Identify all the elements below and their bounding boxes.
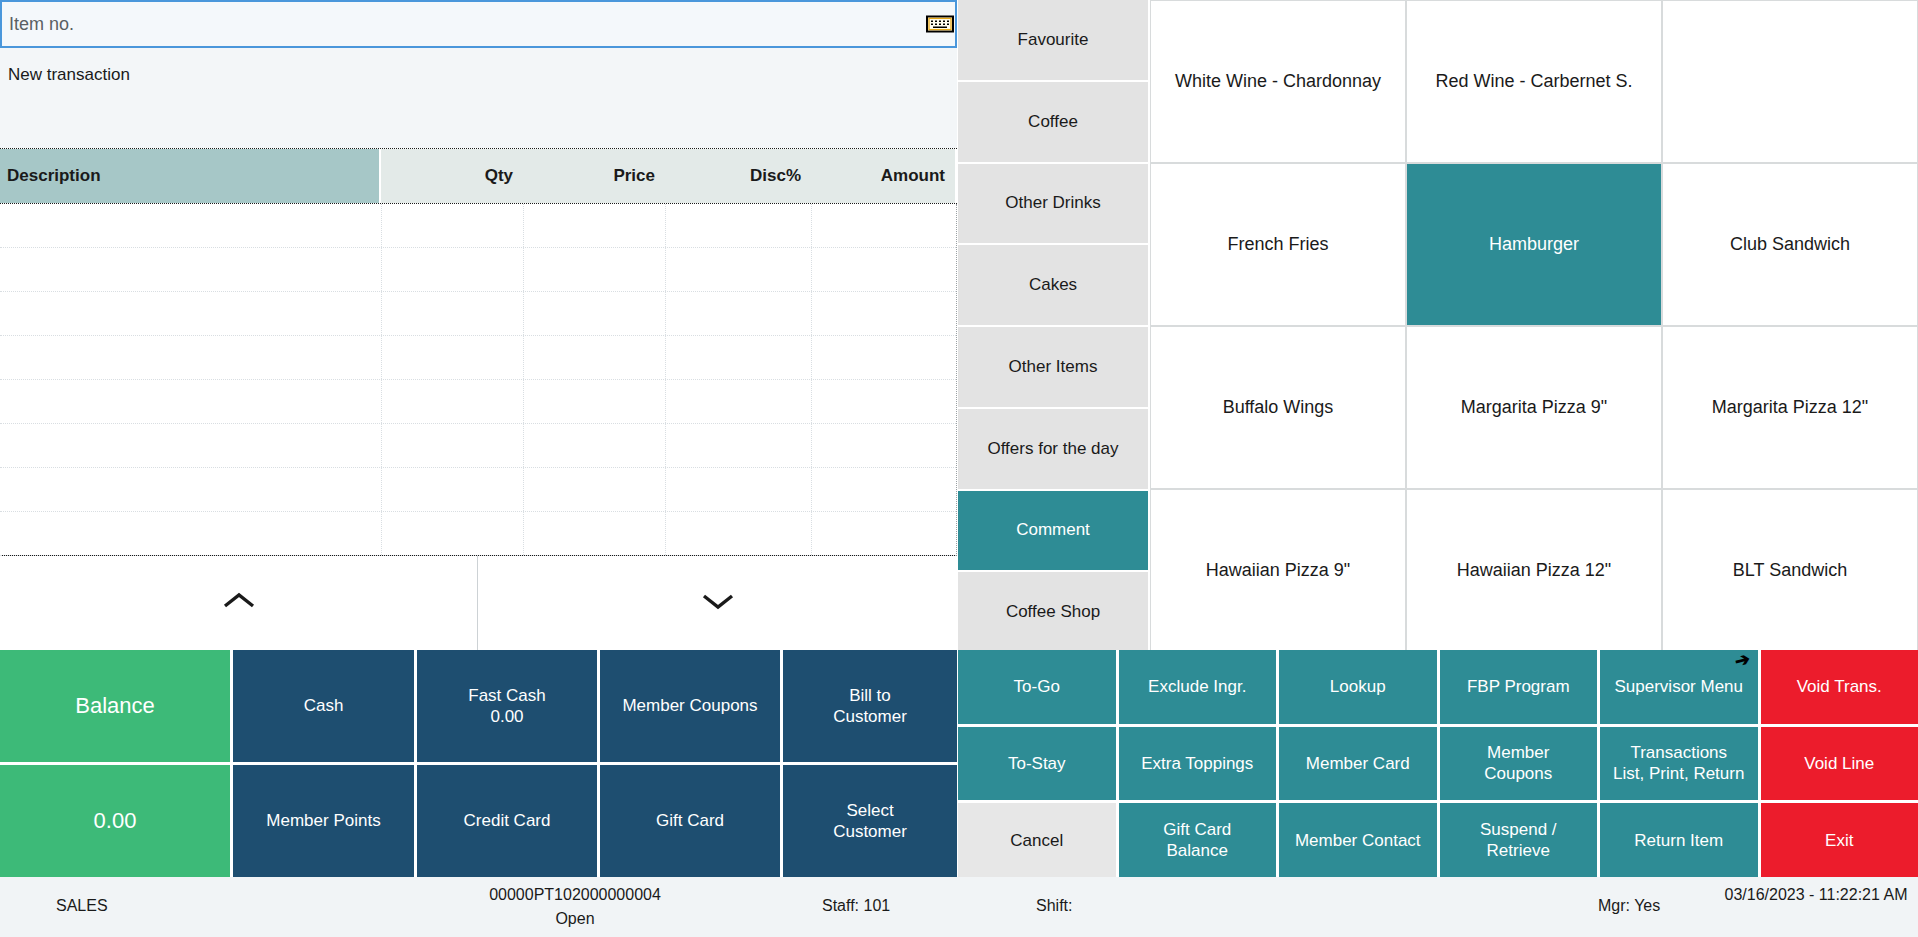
column-header-description: Description	[0, 149, 381, 203]
category-sidebar: Favourite Coffee Other Drinks Cakes Othe…	[958, 0, 1148, 652]
item-no-input[interactable]	[0, 0, 957, 48]
table-column-divider	[523, 204, 524, 555]
gift-card-button[interactable]: Gift Card	[600, 765, 780, 877]
receipt-row	[0, 248, 956, 292]
transaction-id: 00000PT102000000004	[430, 883, 720, 907]
category-cakes[interactable]: Cakes	[958, 245, 1148, 325]
product-empty-cell	[1663, 1, 1917, 162]
supervisor-menu-button[interactable]: Supervisor Menu ➔	[1600, 650, 1758, 724]
product-hawaiian-pizza-9[interactable]: Hawaiian Pizza 9"	[1151, 490, 1405, 651]
extra-toppings-button[interactable]: Extra Toppings	[1119, 727, 1277, 801]
receipt-table-header: Description Qty Price Disc% Amount	[0, 148, 957, 204]
product-margarita-pizza-12[interactable]: Margarita Pizza 12"	[1663, 327, 1917, 488]
product-buffalo-wings[interactable]: Buffalo Wings	[1151, 327, 1405, 488]
member-coupons-fn-button[interactable]: Member Coupons	[1440, 727, 1598, 801]
fast-cash-label: Fast Cash	[468, 685, 545, 706]
fbp-program-button[interactable]: FBP Program	[1440, 650, 1598, 724]
credit-card-button[interactable]: Credit Card	[417, 765, 597, 877]
product-club-sandwich[interactable]: Club Sandwich	[1663, 164, 1917, 325]
receipt-row	[0, 424, 956, 468]
chevron-up-icon	[221, 591, 257, 615]
receipt-row	[0, 336, 956, 380]
status-bar: SALES 00000PT102000000004 Open Staff: 10…	[0, 877, 1918, 937]
status-manager: Mgr: Yes	[1598, 897, 1660, 915]
transactions-list-button[interactable]: Transactions List, Print, Return	[1600, 727, 1758, 801]
category-coffee-shop[interactable]: Coffee Shop	[958, 572, 1148, 652]
balance-value: 0.00	[0, 765, 230, 877]
category-other-items[interactable]: Other Items	[958, 327, 1148, 407]
void-trans-button[interactable]: Void Trans.	[1761, 650, 1918, 724]
column-header-disc: Disc%	[665, 149, 811, 203]
bill-to-customer-button[interactable]: Bill to Customer	[783, 650, 957, 762]
category-coffee[interactable]: Coffee	[958, 82, 1148, 162]
receipt-row	[0, 468, 956, 512]
cash-button[interactable]: Cash	[233, 650, 414, 762]
product-hawaiian-pizza-12[interactable]: Hawaiian Pizza 12"	[1407, 490, 1661, 651]
member-card-button[interactable]: Member Card	[1279, 727, 1437, 801]
member-points-button[interactable]: Member Points	[233, 765, 414, 877]
select-customer-button[interactable]: Select Customer	[783, 765, 957, 877]
category-offers[interactable]: Offers for the day	[958, 409, 1148, 489]
scroll-down-button[interactable]	[478, 556, 957, 650]
void-line-button[interactable]: Void Line	[1761, 727, 1918, 801]
category-favourite[interactable]: Favourite	[958, 0, 1148, 80]
transaction-state: Open	[430, 907, 720, 931]
exit-button[interactable]: Exit	[1761, 803, 1918, 877]
to-stay-button[interactable]: To-Stay	[958, 727, 1116, 801]
tender-panel: Balance Cash Fast Cash 0.00 Member Coupo…	[0, 650, 957, 877]
product-grid: White Wine - Chardonnay Red Wine - Carbe…	[1150, 0, 1918, 652]
function-button-grid: To-Go Exclude Ingr. Lookup FBP Program S…	[958, 650, 1918, 877]
keyboard-icon[interactable]	[926, 15, 954, 33]
receipt-table-body	[0, 204, 957, 556]
receipt-row	[0, 512, 956, 556]
table-column-divider	[665, 204, 666, 555]
status-shift: Shift:	[1036, 897, 1072, 915]
category-comment[interactable]: Comment	[958, 491, 1148, 571]
column-header-price: Price	[523, 149, 665, 203]
table-column-divider	[811, 204, 812, 555]
return-item-button[interactable]: Return Item	[1600, 803, 1758, 877]
lookup-button[interactable]: Lookup	[1279, 650, 1437, 724]
transaction-status-text: New transaction	[0, 48, 957, 148]
status-staff: Staff: 101	[822, 897, 890, 915]
supervisor-menu-label: Supervisor Menu	[1614, 676, 1743, 697]
receipt-row	[0, 292, 956, 336]
to-go-button[interactable]: To-Go	[958, 650, 1116, 724]
fast-cash-button[interactable]: Fast Cash 0.00	[417, 650, 597, 762]
product-hamburger[interactable]: Hamburger	[1407, 164, 1661, 325]
column-header-qty: Qty	[381, 149, 523, 203]
fast-cash-amount: 0.00	[490, 706, 523, 727]
status-transaction: 00000PT102000000004 Open	[430, 883, 720, 931]
pos-window: New transaction Description Qty Price Di…	[0, 0, 1918, 937]
table-column-divider	[381, 204, 382, 555]
cancel-button[interactable]: Cancel	[958, 803, 1116, 877]
product-white-wine-chardonnay[interactable]: White Wine - Chardonnay	[1151, 1, 1405, 162]
suspend-retrieve-button[interactable]: Suspend / Retrieve	[1440, 803, 1598, 877]
receipt-row	[0, 204, 956, 248]
member-coupons-button[interactable]: Member Coupons	[600, 650, 780, 762]
status-datetime: 03/16/2023 - 11:22:21 AM	[1718, 883, 1914, 907]
receipt-row	[0, 380, 956, 424]
arrow-right-icon: ➔	[1733, 648, 1753, 673]
column-header-amount: Amount	[811, 149, 955, 203]
gift-card-balance-button[interactable]: Gift Card Balance	[1119, 803, 1277, 877]
product-margarita-pizza-9[interactable]: Margarita Pizza 9"	[1407, 327, 1661, 488]
product-blt-sandwich[interactable]: BLT Sandwich	[1663, 490, 1917, 651]
status-mode: SALES	[56, 897, 108, 915]
product-red-wine-carbernet[interactable]: Red Wine - Carbernet S.	[1407, 1, 1661, 162]
scroll-up-button[interactable]	[0, 556, 478, 650]
balance-label: Balance	[0, 650, 230, 762]
member-contact-button[interactable]: Member Contact	[1279, 803, 1437, 877]
product-french-fries[interactable]: French Fries	[1151, 164, 1405, 325]
exclude-ingr-button[interactable]: Exclude Ingr.	[1119, 650, 1277, 724]
category-other-drinks[interactable]: Other Drinks	[958, 164, 1148, 244]
chevron-down-icon	[700, 591, 736, 615]
